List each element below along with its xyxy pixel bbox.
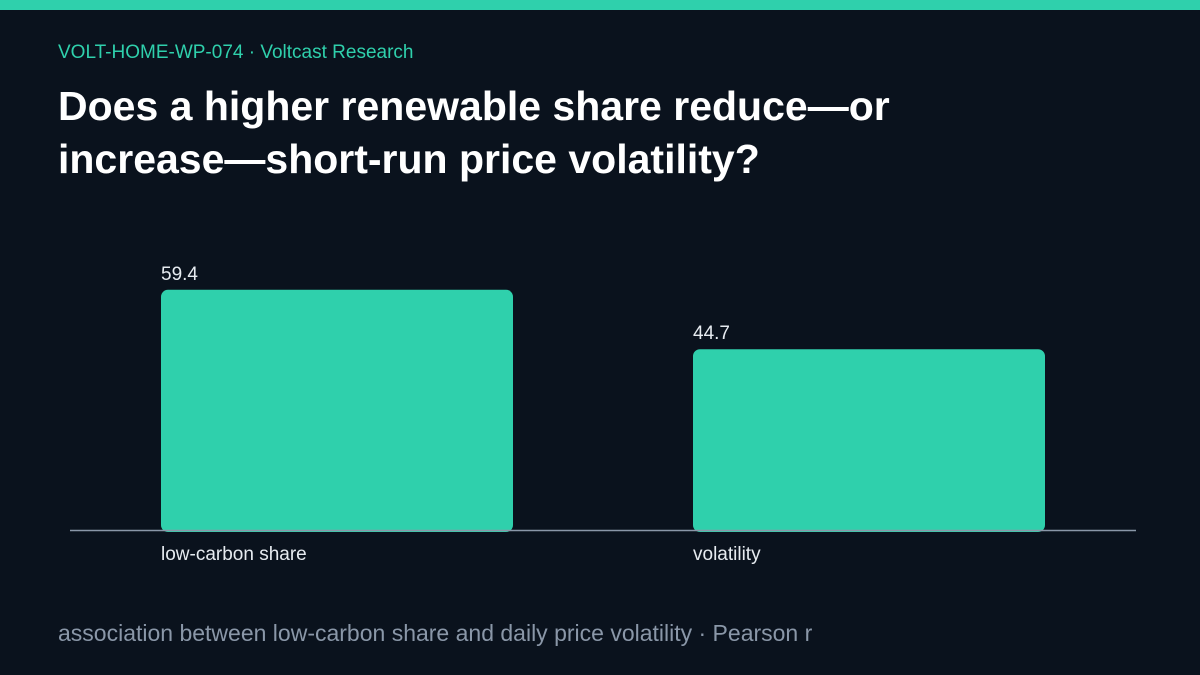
report-kicker: VOLT-HOME-WP-074 · Voltcast Research	[58, 42, 414, 63]
page-title: Does a higher renewable share reduce—or …	[58, 83, 890, 182]
chart-caption: association between low-carbon share and…	[58, 620, 813, 646]
data-label-0: 59.4	[161, 264, 198, 285]
data-label-1: 44.7	[693, 323, 730, 344]
category-label-1: volatility	[693, 544, 761, 565]
accent-top-bar	[0, 0, 1200, 10]
category-label-0: low-carbon share	[161, 544, 307, 565]
bar-0	[161, 289, 513, 532]
bar-1	[693, 349, 1045, 532]
